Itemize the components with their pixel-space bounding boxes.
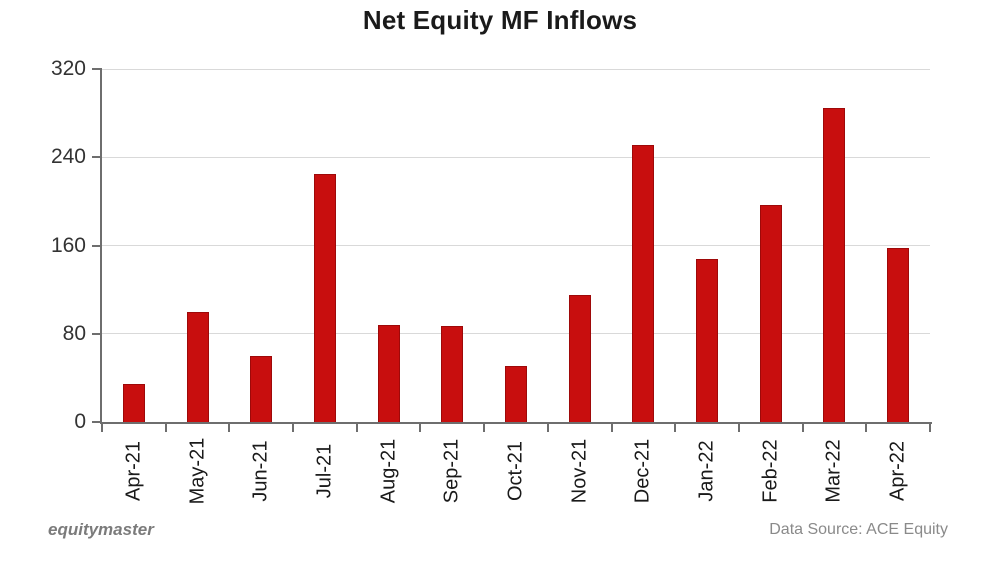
brand-watermark: equitymaster	[48, 520, 154, 539]
gridline-240	[102, 156, 930, 158]
bar-Sep-21	[441, 326, 464, 422]
bar-Oct-21	[505, 365, 527, 422]
gridline-80	[102, 333, 930, 335]
y-tick-mark-320	[92, 68, 102, 70]
bar-Dec-21	[632, 145, 655, 422]
x-tick-mark-3	[292, 424, 295, 432]
x-tick-mark-5	[419, 424, 422, 432]
bar-Aug-21	[377, 324, 400, 422]
bar-Feb-22	[759, 204, 782, 422]
y-axis-label-160: 160	[50, 233, 86, 257]
x-tick-mark-8	[610, 424, 613, 432]
bar-Jan-22	[696, 258, 719, 422]
y-axis-label-80: 80	[62, 321, 86, 345]
bar-Nov-21	[568, 295, 591, 422]
y-tick-mark-160	[92, 244, 102, 247]
chart-title: Net Equity MF Inflows	[362, 5, 638, 35]
x-tick-mark-4	[355, 424, 358, 432]
gridline-320	[102, 68, 930, 70]
data-source-label: Data Source: ACE Equity	[769, 521, 948, 538]
x-axis-label-Sep-21: Sep-21	[440, 438, 463, 504]
x-axis-line	[100, 422, 932, 424]
x-tick-mark-9	[674, 424, 677, 432]
y-tick-mark-240	[92, 156, 102, 159]
x-tick-mark-12	[865, 424, 868, 432]
bar-May-21	[186, 311, 209, 422]
x-axis-label-Jun-21: Jun-21	[249, 440, 272, 502]
x-tick-mark-10	[737, 424, 740, 432]
x-axis-label-Nov-21: Nov-21	[568, 438, 591, 504]
x-axis-label-Feb-22: Feb-22	[759, 439, 782, 503]
x-tick-mark-1	[164, 424, 167, 432]
x-tick-mark-11	[801, 424, 804, 432]
x-tick-mark-13	[929, 424, 931, 432]
x-tick-mark-2	[228, 424, 231, 432]
x-axis-label-Mar-22: Mar-22	[822, 439, 845, 503]
x-axis-label-Jan-22: Jan-22	[695, 440, 718, 502]
bar-Jun-21	[250, 355, 273, 422]
x-axis-label-Jul-21: Jul-21	[313, 443, 336, 499]
x-tick-mark-0	[101, 424, 103, 432]
x-tick-mark-6	[483, 424, 486, 432]
x-axis-label-Oct-21: Oct-21	[504, 440, 527, 502]
x-axis-label-Apr-21: Apr-21	[122, 440, 145, 502]
y-axis-label-240: 240	[50, 145, 86, 169]
bar-Mar-22	[823, 107, 846, 422]
y-tick-mark-80	[92, 332, 102, 335]
bar-Apr-22	[887, 247, 910, 422]
y-tick-mark-0	[92, 421, 102, 423]
x-axis-label-Aug-21: Aug-21	[377, 438, 400, 504]
y-axis-label-0: 0	[74, 410, 86, 433]
y-axis-line	[100, 69, 102, 424]
x-tick-mark-7	[546, 424, 549, 432]
x-axis-label-Apr-22: Apr-22	[886, 440, 909, 502]
y-axis-label-320: 320	[50, 57, 86, 80]
bar-Jul-21	[313, 173, 336, 422]
x-axis-label-May-21: May-21	[186, 437, 209, 505]
x-axis-label-Dec-21: Dec-21	[631, 438, 654, 504]
gridline-160	[102, 245, 930, 246]
bar-Apr-21	[122, 384, 145, 422]
